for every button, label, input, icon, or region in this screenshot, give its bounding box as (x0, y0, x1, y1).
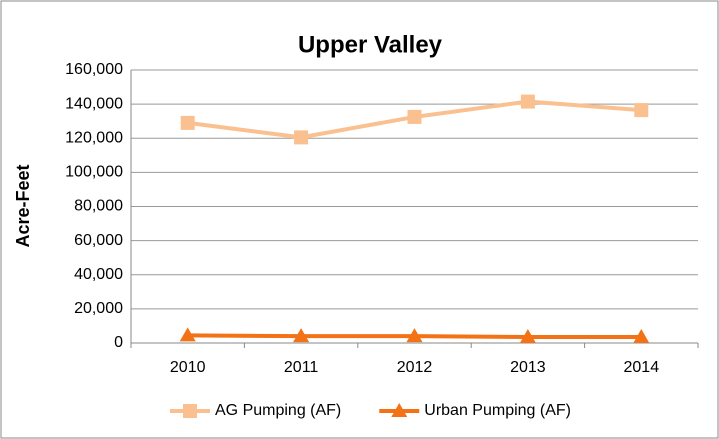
point (634, 103, 649, 118)
y-tick-label: 60,000 (74, 232, 123, 249)
point (180, 115, 195, 130)
x-tick-label: 2010 (170, 359, 206, 376)
point (633, 329, 650, 344)
y-tick-label: 80,000 (74, 198, 123, 215)
y-tick-label: 40,000 (74, 266, 123, 283)
legend-marker (183, 404, 197, 418)
y-tick-label: 100,000 (65, 164, 123, 181)
y-axis-label: Acre-Feet (13, 164, 33, 247)
legend-marker (391, 403, 408, 417)
chart-title: Upper Valley (298, 31, 443, 58)
point (520, 94, 535, 109)
legend-label: Urban Pumping (AF) (424, 402, 571, 419)
y-tick-label: 0 (114, 334, 123, 351)
x-tick-label: 2011 (284, 359, 319, 376)
legend-label: AG Pumping (AF) (215, 402, 341, 419)
x-tick-label: 2012 (397, 359, 433, 376)
point (179, 327, 196, 342)
x-tick-label: 2014 (624, 359, 660, 376)
y-tick-label: 140,000 (65, 95, 123, 112)
point (519, 329, 536, 344)
y-tick-label: 160,000 (65, 61, 123, 78)
y-tick-label: 20,000 (74, 300, 123, 317)
point (407, 109, 422, 124)
point (293, 328, 310, 343)
x-tick-label: 2013 (510, 359, 546, 376)
point (294, 130, 309, 145)
point (406, 328, 423, 343)
y-tick-label: 120,000 (65, 129, 123, 146)
